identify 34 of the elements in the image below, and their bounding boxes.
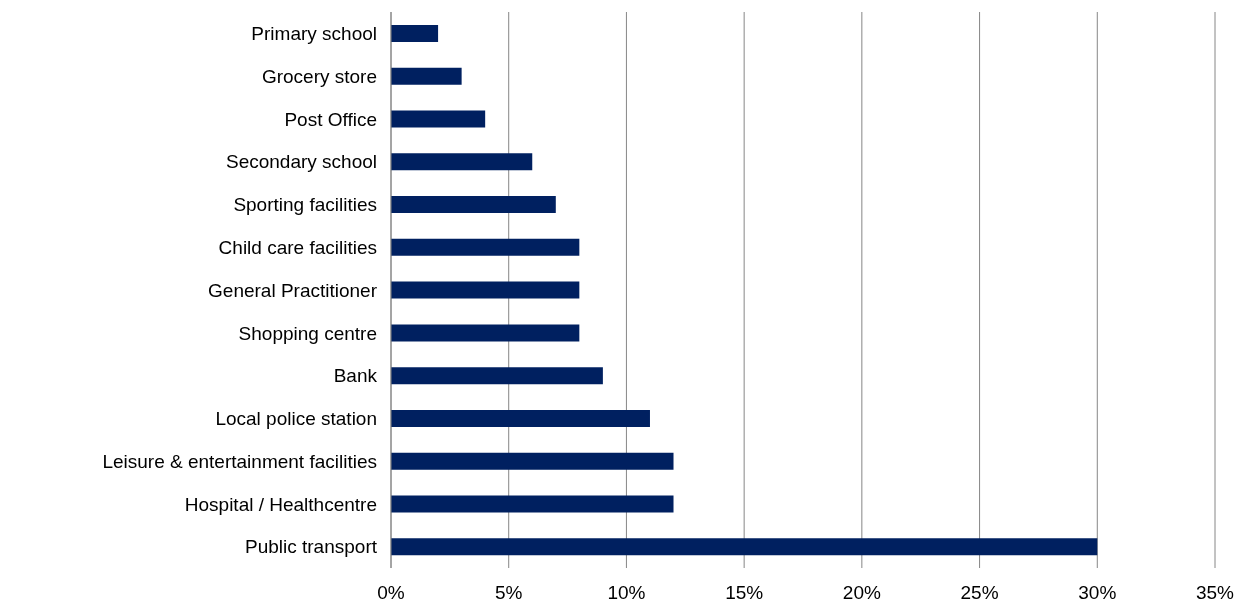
y-tick-label: Hospital / Healthcentre [184, 493, 377, 515]
x-tick-label: 10% [607, 582, 646, 604]
x-tick-label: 0% [377, 582, 405, 604]
y-tick-label: Secondary school [225, 151, 377, 173]
y-tick-label: Local police station [215, 408, 377, 430]
y-tick-label: Sporting facilities [233, 194, 377, 216]
bar [391, 196, 556, 214]
bar [391, 110, 486, 128]
bar [391, 25, 439, 42]
bar [391, 452, 674, 470]
y-tick-label: Primary school [251, 23, 377, 45]
x-tick-label: 25% [960, 582, 999, 604]
bar [391, 367, 603, 385]
bar [391, 281, 580, 299]
x-tick-label: 15% [725, 582, 764, 604]
y-tick-label: General Practitioner [208, 279, 378, 301]
bar [391, 324, 580, 342]
y-tick-label: Grocery store [261, 65, 377, 87]
bar [391, 538, 1098, 556]
x-tick-label: 35% [1195, 582, 1235, 604]
bar [391, 238, 580, 256]
bar [391, 67, 462, 85]
y-tick-label: Post Office [284, 108, 377, 130]
x-tick-label: 5% [494, 582, 523, 604]
x-tick-label: 30% [1078, 582, 1117, 604]
y-tick-label: Bank [333, 365, 378, 387]
bar [391, 153, 533, 171]
y-tick-label: Public transport [244, 536, 378, 558]
bar [391, 409, 650, 427]
y-tick-label: Shopping centre [238, 322, 377, 344]
x-tick-label: 20% [842, 582, 881, 604]
y-tick-label: Child care facilities [218, 236, 377, 258]
bar [391, 495, 674, 513]
y-tick-label: Leisure & entertainment facilities [102, 450, 377, 472]
